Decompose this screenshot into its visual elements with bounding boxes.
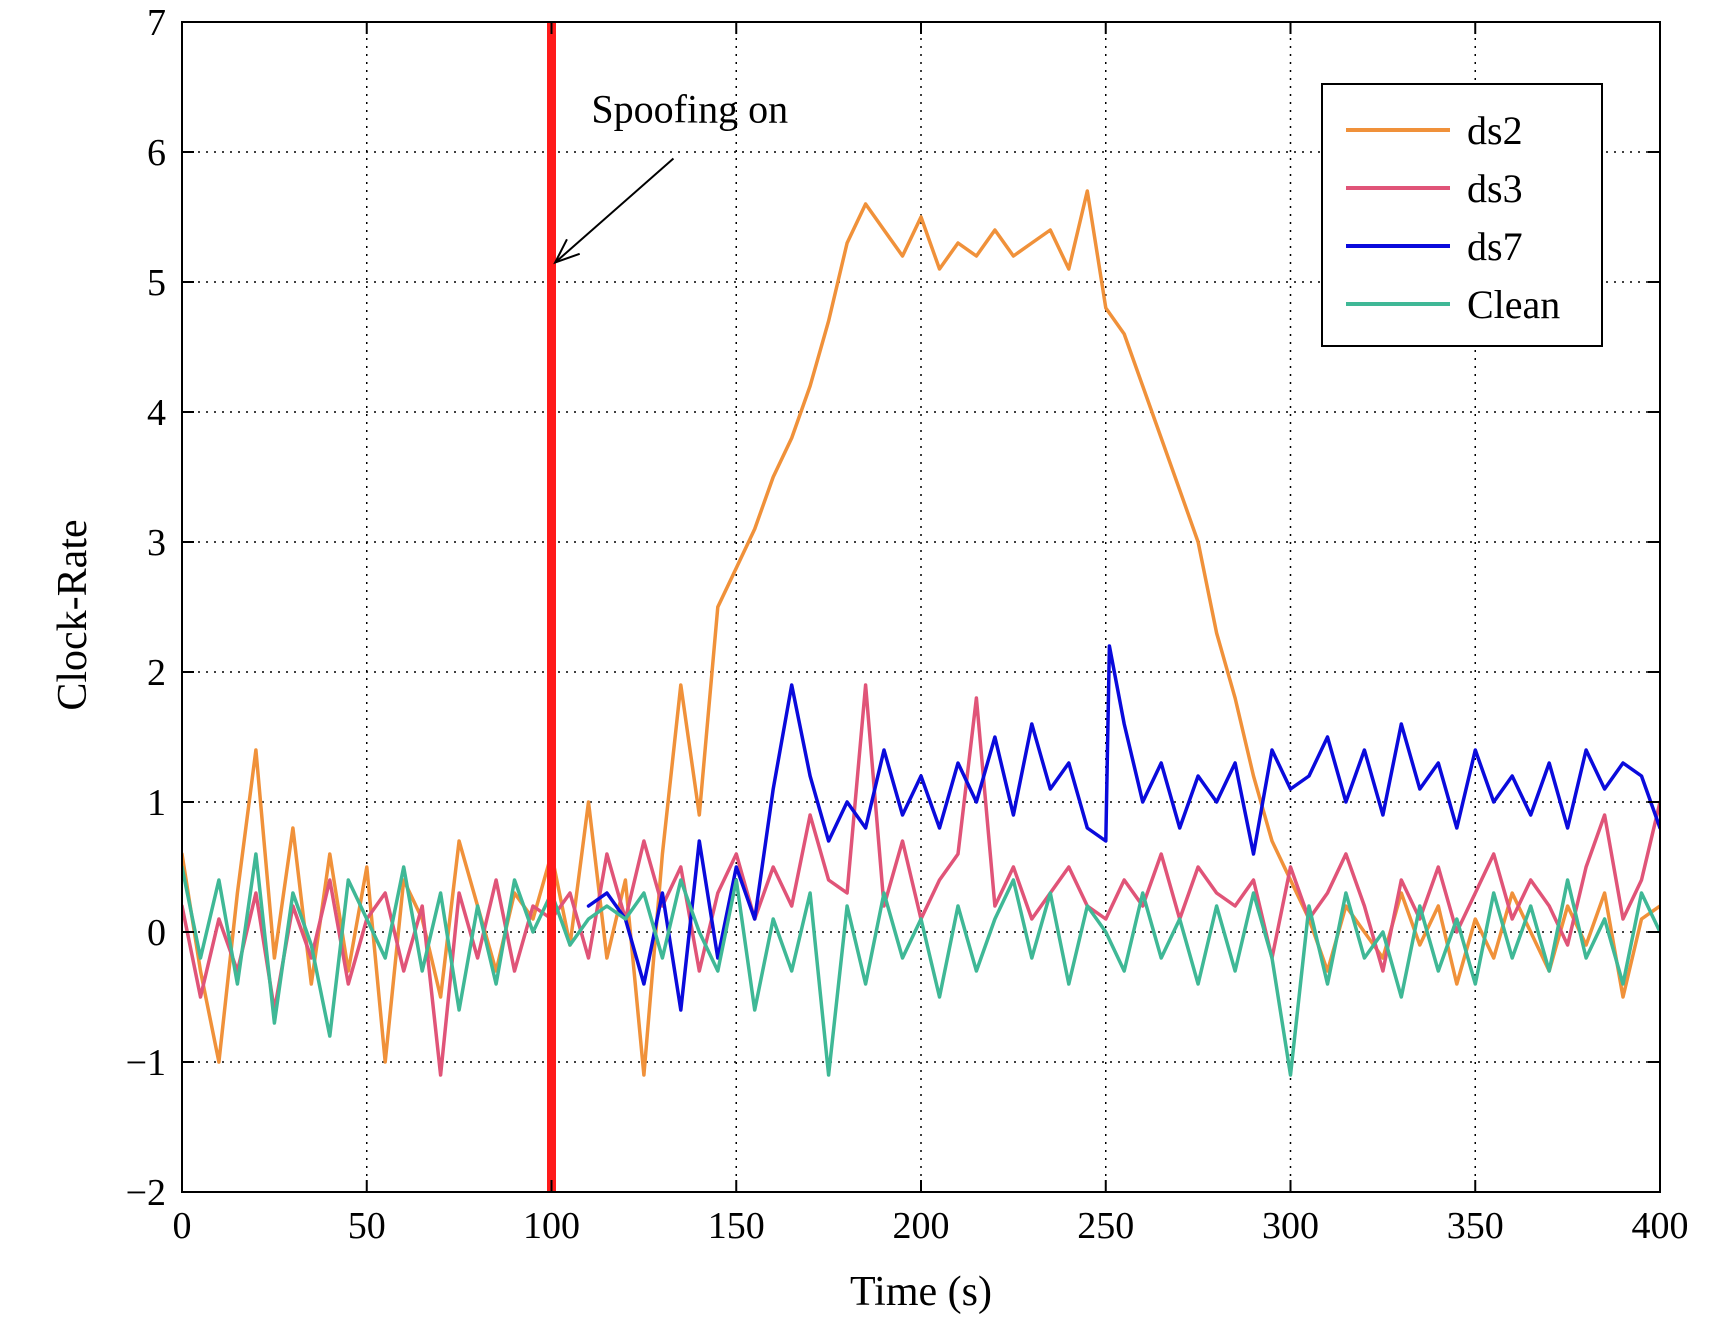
x-tick-label: 150 xyxy=(708,1205,765,1247)
tick-labels: 0 50 100 150 200 250 300 350 400 −2 −1 0 1 2 3 4 5 6 7 xyxy=(126,2,1689,1247)
y-axis-title: Clock-Rate xyxy=(50,519,96,710)
legend-entry-ds2: ds2 xyxy=(1346,108,1523,153)
y-tick-label: 6 xyxy=(147,132,166,174)
plot-series xyxy=(182,189,1660,1077)
annotation-arrow-shaft xyxy=(554,157,675,264)
y-tick-label: 5 xyxy=(147,262,166,304)
y-tick-label: 3 xyxy=(147,522,166,564)
x-axis-title: Time (s) xyxy=(850,1269,992,1315)
y-tick-label: 2 xyxy=(147,652,166,694)
x-tick-label: 100 xyxy=(523,1205,580,1247)
y-tick-label: 7 xyxy=(147,2,166,44)
y-tick-label: −1 xyxy=(126,1042,166,1084)
legend-entry-ds3: ds3 xyxy=(1346,166,1523,211)
y-tick-label: 0 xyxy=(147,912,166,954)
x-tick-label: 300 xyxy=(1262,1205,1319,1247)
legend-label-ds7: ds7 xyxy=(1467,224,1523,269)
x-tick-label: 0 xyxy=(173,1205,192,1247)
legend-entry-clean: Clean xyxy=(1346,282,1560,327)
spoofing-annotation: Spoofing on xyxy=(553,87,788,265)
legend-entry-ds7: ds7 xyxy=(1346,224,1523,269)
series-line-clean xyxy=(182,852,1660,1077)
y-tick-label: 1 xyxy=(147,782,166,824)
x-tick-label: 200 xyxy=(893,1205,950,1247)
legend: ds2 ds3 ds7 Clean xyxy=(1321,83,1603,347)
annotation-arrow-head xyxy=(553,238,581,265)
x-tick-label: 50 xyxy=(348,1205,386,1247)
legend-label-clean: Clean xyxy=(1467,282,1560,327)
series-line-ds7 xyxy=(586,644,1660,1012)
legend-label-ds2: ds2 xyxy=(1467,108,1523,153)
y-tick-label: −2 xyxy=(126,1172,166,1214)
y-tick-label: 4 xyxy=(147,392,166,434)
x-tick-label: 250 xyxy=(1077,1205,1134,1247)
x-tick-label: 400 xyxy=(1632,1205,1689,1247)
x-tick-label: 350 xyxy=(1447,1205,1504,1247)
legend-label-ds3: ds3 xyxy=(1467,166,1523,211)
annotation-label: Spoofing on xyxy=(591,87,788,132)
